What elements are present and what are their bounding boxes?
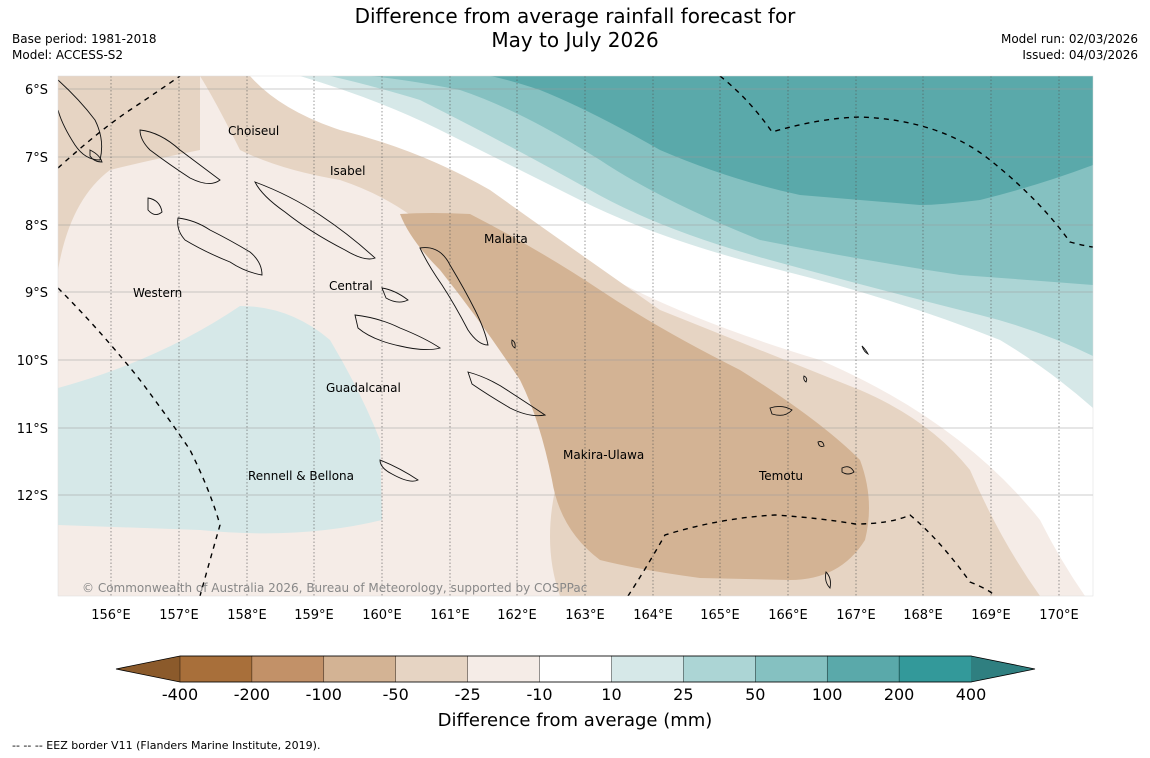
lon-label: 167°E (836, 608, 876, 623)
island-choiseul (139, 129, 221, 184)
coastlines (58, 79, 870, 589)
lon-label: 166°E (768, 608, 808, 623)
colorbar-tick-label: 400 (956, 685, 987, 704)
colorbar-segment (755, 655, 828, 683)
colorbar-tick-label: 25 (673, 685, 693, 704)
meta-right: Model run: 02/03/2026 Issued: 04/03/2026 (1001, 31, 1138, 63)
place-temotu: Temotu (758, 469, 803, 483)
map-title-line1: Difference from average rainfall forecas… (354, 4, 796, 28)
lat-label: 6°S (25, 83, 48, 98)
colorbar-tick-label: -50 (383, 685, 409, 704)
lon-label: 157°E (159, 608, 199, 623)
island-anuta (825, 571, 831, 589)
colorbar-label: Difference from average (mm) (438, 710, 713, 731)
place-choiseul: Choiseul (228, 124, 279, 138)
colorbar-segment (683, 655, 756, 683)
colorbar-outline (115, 655, 1036, 683)
place-rennell-bellona: Rennell & Bellona (248, 469, 354, 483)
colorbar-segment (898, 655, 972, 683)
model-run: Model run: 02/03/2026 (1000, 32, 1138, 46)
colorbar-under-arrow (116, 656, 180, 682)
lat-label: 11°S (17, 422, 48, 437)
base-period: Base period: 1981-2018 (12, 32, 157, 46)
eez-legend-note: -- -- -- EEZ border V11 (Flanders Marine… (12, 739, 321, 752)
lon-label: 161°E (430, 608, 470, 623)
island-tikopia (817, 441, 825, 447)
place-guadalcanal: Guadalcanal (326, 381, 401, 395)
lon-label: 162°E (497, 608, 537, 623)
contour-dry-50-west (58, 76, 200, 270)
colorbar-tick-label: -400 (162, 685, 198, 704)
copyright-note: © Commonwealth of Australia 2026, Bureau… (82, 581, 587, 595)
colorbar-tick-label: 200 (884, 685, 915, 704)
lon-label: 169°E (971, 608, 1011, 623)
map-frame (57, 75, 1094, 597)
colorbar-segment (467, 655, 541, 683)
model-name: Model: ACCESS-S2 (12, 48, 124, 62)
issued-date: Issued: 04/03/2026 (1022, 48, 1138, 62)
lon-label: 164°E (633, 608, 673, 623)
lat-label: 12°S (17, 489, 48, 504)
lat-label: 8°S (25, 219, 48, 234)
colorbar-tick-label: -200 (234, 685, 270, 704)
place-western: Western (133, 286, 182, 300)
colorbar-segment (611, 655, 685, 683)
island-rennell (379, 459, 419, 482)
lon-label: 163°E (565, 608, 605, 623)
island-malaita (419, 247, 489, 346)
latitude-labels: 6°S 7°S 8°S 9°S 10°S 11°S 12°S (17, 83, 48, 504)
colorbar-segment (251, 655, 325, 683)
colorbar-tick-label: 50 (745, 685, 765, 704)
island-reef (861, 345, 870, 356)
lon-label: 156°E (91, 608, 131, 623)
contour-wet-25-west (58, 306, 382, 534)
island-new-georgia (177, 217, 263, 276)
lat-label: 9°S (25, 286, 48, 301)
colorbar-segment (539, 655, 613, 683)
colorbar-tick-label: -100 (306, 685, 342, 704)
lon-label: 158°E (227, 608, 267, 623)
lat-label: 10°S (17, 354, 48, 369)
gridlines (58, 88, 1093, 496)
island-isabel (254, 181, 376, 260)
longitude-labels: 156°E 157°E 158°E 159°E 160°E 161°E 162°… (91, 608, 1079, 623)
place-malaita: Malaita (484, 232, 528, 246)
place-makira-ulawa: Makira-Ulawa (563, 448, 644, 462)
place-isabel: Isabel (330, 164, 365, 178)
meridians (110, 76, 1060, 596)
island-ulawa (511, 339, 516, 349)
island-shortland (89, 149, 103, 163)
colorbar-tick-label: 10 (601, 685, 621, 704)
lon-label: 160°E (362, 608, 402, 623)
colorbar-segment (395, 655, 469, 683)
island-makira (467, 371, 547, 417)
island-vella (147, 197, 163, 215)
island-guadalcanal (354, 314, 442, 351)
colorbar-segment (826, 655, 900, 683)
map-title-line2: May to July 2026 (491, 28, 659, 52)
meta-left: Base period: 1981-2018 Model: ACCESS-S2 (12, 31, 157, 63)
place-central: Central (329, 279, 373, 293)
lat-label: 7°S (25, 151, 48, 166)
map-plot-area: Choiseul Isabel Malaita Central Western … (58, 76, 1093, 596)
island-temotu-small (841, 466, 855, 475)
contour-wet-200 (490, 76, 1093, 205)
eez-border (58, 76, 1093, 596)
colorbar-segment (179, 655, 253, 683)
colorbar-tick-label: 100 (812, 685, 843, 704)
lon-label: 159°E (294, 608, 334, 623)
island-florida (381, 287, 409, 303)
lon-label: 168°E (903, 608, 943, 623)
lon-label: 165°E (700, 608, 740, 623)
colorbar-tick-label: -25 (455, 685, 481, 704)
colorbar-segment (323, 655, 397, 683)
island-duff (803, 375, 808, 383)
island-bougainville (58, 79, 103, 161)
lon-label: 170°E (1039, 608, 1079, 623)
island-santa-cruz (769, 405, 793, 416)
colorbar-tick-label: -10 (526, 685, 552, 704)
colorbar-over-arrow (971, 656, 1035, 682)
colorbar: -400 -200 -100 -50 -25 -10 10 25 50 100 200 400 Dif… (115, 655, 1036, 731)
